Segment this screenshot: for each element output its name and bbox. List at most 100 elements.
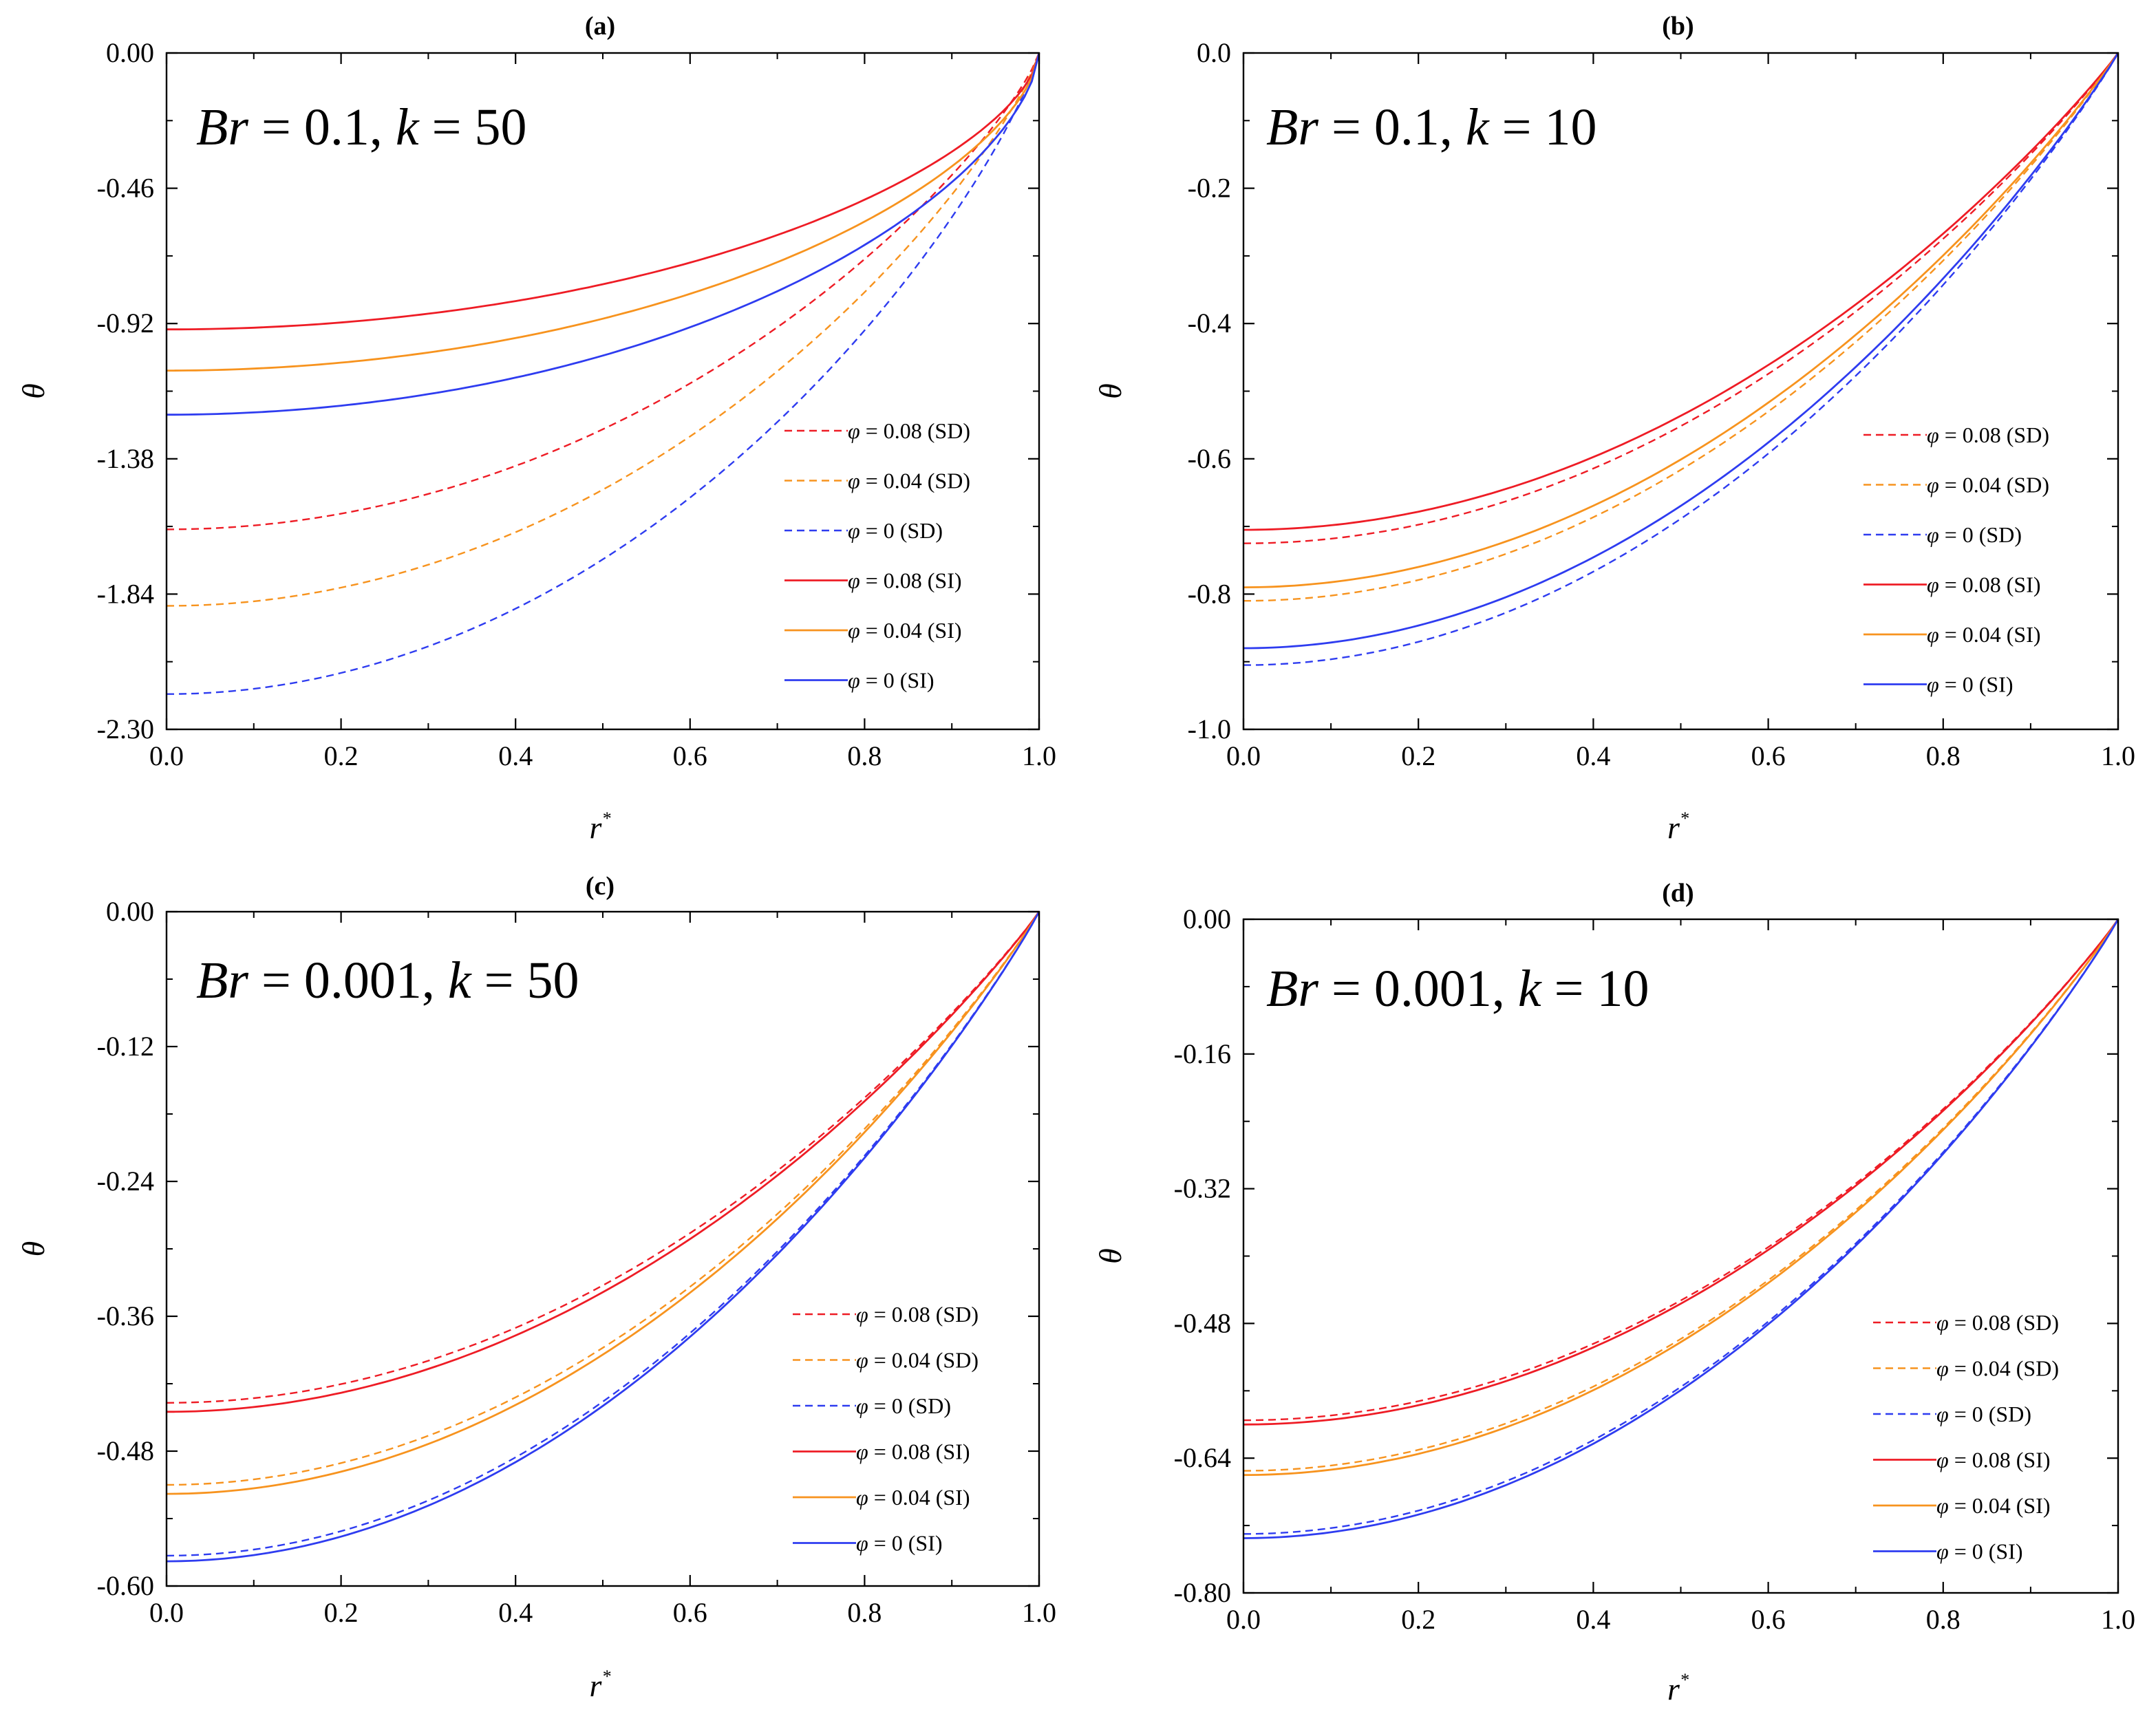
legend-phi: φ (1936, 1448, 1949, 1472)
panel-label: (a) (585, 12, 615, 41)
y-axis: 0.00 -0.46 -0.92 -1.38 -1.84 -2.30 (97, 37, 1039, 744)
annotation-eq: = (471, 952, 527, 1009)
y-tick-label: -0.64 (1174, 1442, 1231, 1473)
legend-label: φ = 0 (SD) (856, 1393, 951, 1418)
legend-label: φ = 0 (SI) (1936, 1539, 2023, 1564)
legend-label: φ = 0.08 (SD) (848, 418, 970, 443)
legend-eq: = 0.08 (868, 1439, 930, 1464)
x-tick-label: 0.6 (673, 1597, 707, 1628)
y-tick-label: -0.8 (1188, 578, 1231, 609)
annotation-var-k: k (1518, 960, 1542, 1018)
annotation-var-br: Br (196, 952, 248, 1009)
x-axis: 0.0 0.2 0.4 0.6 0.8 1.0 (149, 912, 1056, 1628)
series-line-si-phi-0 (1243, 52, 2119, 650)
legend-label: φ = 0.08 (SD) (1927, 422, 2049, 447)
legend-eq: = 0.08 (1949, 1310, 2011, 1335)
panel-c: 0.0 0.2 0.4 0.6 0.8 1.0 0.00 -0.12 -0.24 -0.36 -0.… (16, 872, 1056, 1703)
series-group (1243, 52, 2119, 666)
parameter-annotation: Br = 0.1, k = 50 (196, 98, 526, 156)
annotation-val-k: 50 (526, 952, 579, 1009)
legend-phi: φ (1927, 622, 1939, 647)
legend-eq: = 0.04 (860, 469, 922, 493)
annotation-var-k: k (396, 98, 420, 156)
x-axis-title-sup: * (1680, 1670, 1689, 1690)
legend-label: φ = 0.08 (SD) (856, 1302, 979, 1327)
y-tick-label: -0.24 (97, 1166, 154, 1197)
y-tick-label: -0.32 (1174, 1173, 1231, 1204)
legend-phi: φ (1936, 1356, 1949, 1381)
x-tick-label: 0.4 (1576, 740, 1610, 771)
series-line-sd-phi-008 (1243, 52, 2119, 544)
legend-model: (SI) (922, 568, 962, 593)
legend-eq: = 0.04 (1949, 1493, 2011, 1518)
x-tick-label: 0.6 (1751, 1604, 1786, 1635)
legend-eq: = 0.08 (860, 568, 922, 593)
annotation-val-k: 10 (1596, 960, 1649, 1018)
legend-model: (SI) (903, 1531, 943, 1556)
y-axis: 0.00 -0.16 -0.32 -0.48 -0.64 -0.80 (1174, 903, 2118, 1608)
x-tick-label: 1.0 (2101, 740, 2135, 771)
x-axis-title-sup: * (601, 808, 610, 828)
series-line-sd-phi-008 (166, 52, 1040, 531)
legend-label: φ = 0 (SD) (848, 518, 943, 543)
y-tick-label: -0.60 (97, 1570, 154, 1601)
x-tick-label: 0.8 (1926, 740, 1961, 771)
y-tick-label: -0.6 (1188, 443, 1231, 474)
panel-a: 0.0 0.2 0.4 0.6 0.8 1.0 0.00 -0.46 -0.92 -1.38 -1.… (16, 12, 1056, 845)
y-axis-title: θ (16, 383, 51, 399)
legend-label: φ = 0.08 (SI) (848, 568, 962, 593)
legend-model: (SI) (2001, 622, 2041, 647)
series-line-si-phi-004 (167, 52, 1040, 372)
x-tick-label: 0.0 (1226, 1604, 1261, 1635)
annotation-sep: , (1440, 98, 1466, 156)
series-line-sd-phi-008 (1243, 919, 2119, 1422)
annotation-eq: = (419, 98, 475, 156)
legend-eq: = 0 (868, 1393, 903, 1418)
y-axis: 0.0 -0.2 -0.4 -0.6 -0.8 -1.0 (1188, 37, 2118, 744)
y-tick-label: 0.00 (106, 37, 154, 68)
legend-model: (SI) (930, 1439, 970, 1464)
legend-model: (SD) (2011, 1310, 2059, 1335)
legend-model: (SI) (895, 668, 934, 693)
legend-phi: φ (848, 568, 860, 593)
x-tick-label: 0.2 (1401, 1604, 1435, 1635)
x-tick-label: 0.4 (1576, 1604, 1610, 1635)
x-tick-label: 0.8 (847, 1597, 882, 1628)
legend-eq: = 0 (868, 1531, 903, 1556)
legend-label: φ = 0 (SI) (856, 1531, 943, 1556)
legend-label: φ = 0.04 (SD) (856, 1348, 979, 1373)
x-axis: 0.0 0.2 0.4 0.6 0.8 1.0 (1226, 53, 2135, 771)
legend-eq: = 0 (860, 518, 895, 543)
x-axis-title: r* (590, 808, 611, 845)
y-tick-label: 0.00 (1183, 903, 1231, 934)
x-tick-label: 0.6 (1751, 740, 1786, 771)
parameter-annotation: Br = 0.001, k = 10 (1266, 960, 1649, 1018)
legend: φ = 0.08 (SD) φ = 0.04 (SD) φ = 0 (SD) φ = … (793, 1302, 979, 1556)
legend-model: (SD) (930, 1302, 979, 1327)
x-axis: 0.0 0.2 0.4 0.6 0.8 1.0 (1226, 919, 2135, 1635)
legend-phi: φ (848, 469, 860, 493)
x-tick-label: 0.0 (1226, 740, 1261, 771)
legend-model: (SD) (895, 518, 943, 543)
legend-eq: = 0 (1939, 522, 1974, 547)
legend-eq: = 0 (1949, 1539, 1983, 1564)
y-tick-label: -0.80 (1174, 1577, 1231, 1608)
legend-phi: φ (1936, 1539, 1949, 1564)
annotation-eq: = (1318, 98, 1374, 156)
x-tick-label: 1.0 (1022, 740, 1056, 771)
x-axis-title-sup: * (601, 1667, 610, 1686)
legend-eq: = 0.04 (860, 618, 922, 643)
legend-label: φ = 0.04 (SI) (856, 1485, 970, 1510)
legend-eq: = 0.04 (1939, 473, 2001, 497)
legend-model: (SD) (1974, 522, 2022, 547)
legend-eq: = 0.08 (1939, 572, 2001, 597)
series-line-sd-phi-008 (166, 911, 1040, 1404)
legend-eq: = 0.08 (868, 1302, 930, 1327)
legend-eq: = 0 (1949, 1402, 1983, 1426)
annotation-eq: = (248, 952, 304, 1009)
y-tick-label: -0.46 (97, 173, 154, 204)
parameter-annotation: Br = 0.001, k = 50 (196, 952, 579, 1009)
legend-model: (SD) (1983, 1402, 2031, 1426)
series-line-si-phi-008 (1243, 919, 2119, 1426)
series-line-sd-phi-0 (167, 52, 1040, 695)
